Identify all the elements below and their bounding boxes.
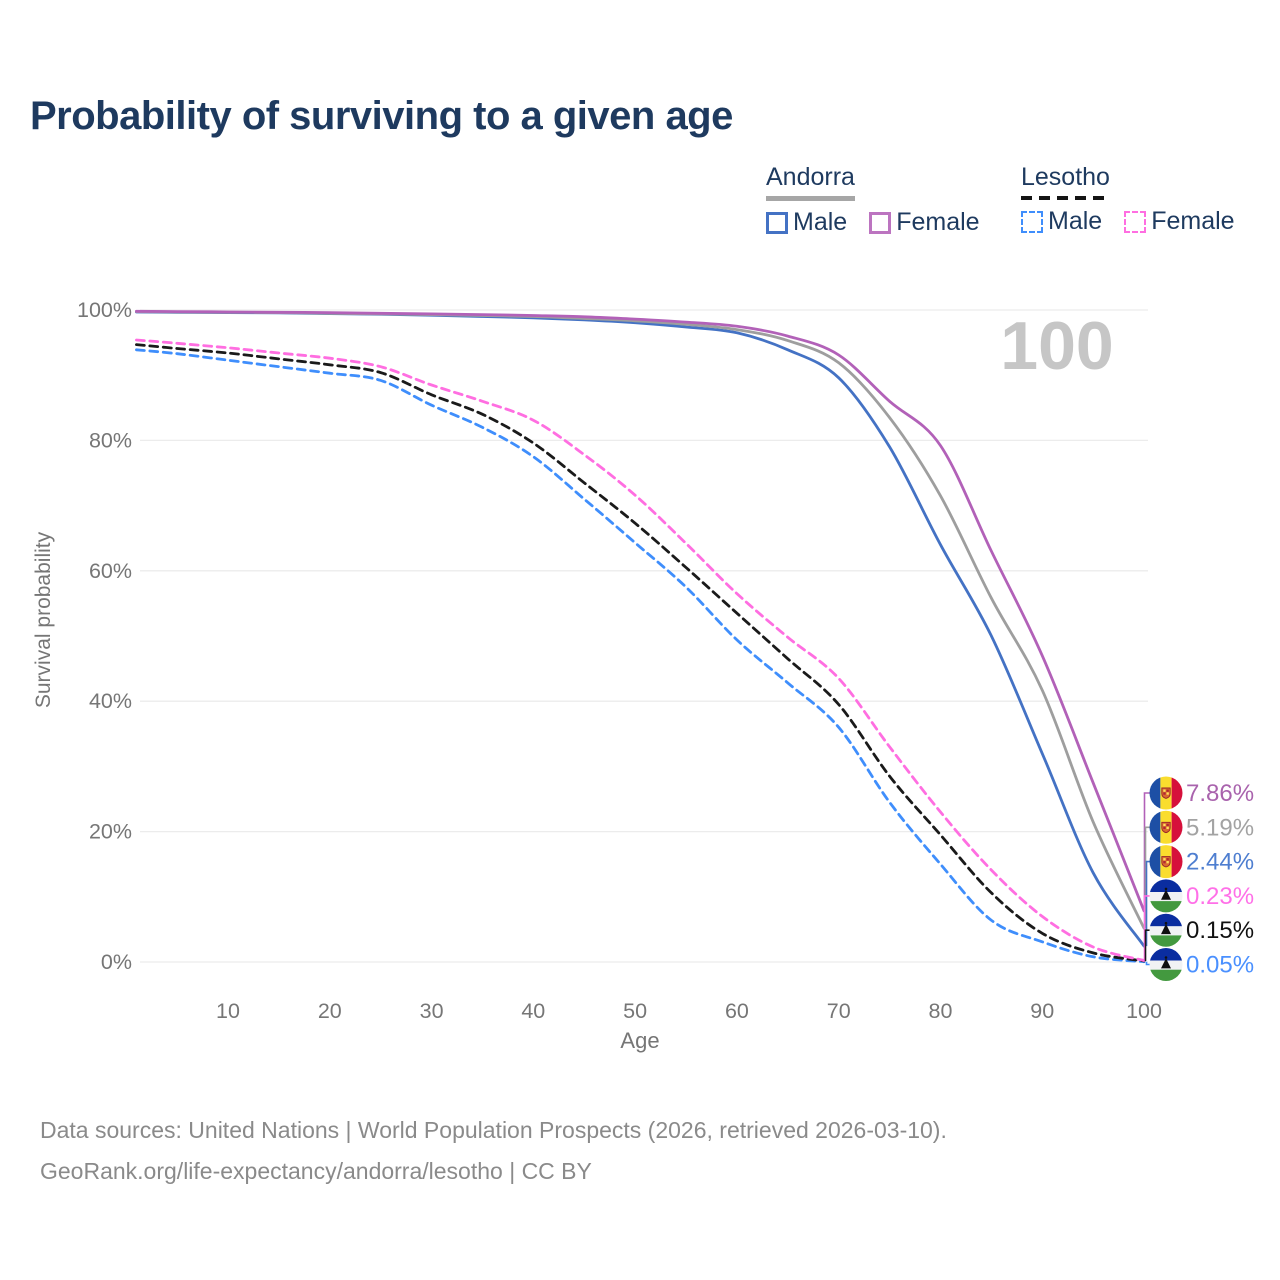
x-tick-label-30: 30 (420, 999, 444, 1023)
andorra-flag-icon (1149, 845, 1183, 879)
legend-items-lesotho: Male Female (1021, 207, 1235, 236)
andorra-male-swatch-icon (766, 211, 788, 234)
legend-group-andorra: Andorra Male Female (766, 163, 980, 237)
end-label-lesotho-female: 0.23% (1186, 883, 1254, 910)
footer-data-sources: Data sources: United Nations | World Pop… (40, 1117, 947, 1143)
y-tick-label-60: 60% (89, 559, 132, 583)
x-tick-label-20: 20 (318, 999, 342, 1023)
y-tick-label-40: 40% (89, 689, 132, 713)
x-tick-label-100: 100 (1126, 999, 1162, 1023)
legend-item-label: Female (896, 208, 980, 236)
y-tick-label-20: 20% (89, 820, 132, 844)
andorra-flag-icon (1149, 810, 1183, 844)
curve-lesotho-total (135, 343, 1146, 963)
footer: Data sources: United Nations | World Pop… (40, 1110, 947, 1192)
curve-andorra-male (135, 310, 1146, 948)
end-label-andorra-total: 5.19% (1186, 814, 1254, 841)
legend-item-label: Male (793, 208, 848, 236)
x-axis-title: Age (620, 1028, 660, 1053)
legend-group-lesotho: Lesotho Male Female (1021, 163, 1235, 236)
curve-andorra-total (135, 310, 1146, 930)
x-tick-label-40: 40 (521, 999, 545, 1023)
legend-group-title-lesotho: Lesotho (1021, 163, 1110, 200)
x-tick-label-50: 50 (623, 999, 647, 1023)
curve-lesotho-female (135, 338, 1146, 962)
lesotho-flag-icon (1149, 948, 1183, 981)
y-tick-label-100: 100% (77, 298, 132, 322)
end-label-lesotho-total: 0.15% (1186, 917, 1254, 944)
end-label-andorra-female: 7.86% (1186, 780, 1254, 807)
legend-item-label: Male (1048, 207, 1103, 235)
andorra-flag-icon (1149, 776, 1183, 810)
legend-items-andorra: Male Female (766, 208, 980, 237)
x-tick-label-80: 80 (929, 999, 953, 1023)
legend-item-lesotho-female: Female (1124, 207, 1235, 236)
x-tick-label-90: 90 (1030, 999, 1054, 1023)
y-tick-label-80: 80% (89, 428, 132, 452)
legend-item-lesotho-male: Male (1021, 207, 1102, 236)
legend: Andorra Male Female Lesotho Male (0, 163, 1280, 243)
legend-item-andorra-female: Female (869, 208, 980, 237)
x-tick-label-70: 70 (827, 999, 851, 1023)
lesotho-flag-icon (1149, 913, 1183, 947)
lesotho-flag-icon (1149, 879, 1183, 913)
curve-andorra-female (135, 309, 1146, 913)
lesotho-male-swatch-icon (1021, 210, 1043, 233)
page-title: Probability of surviving to a given age (30, 94, 733, 138)
x-tick-label-60: 60 (725, 999, 749, 1023)
age-annotation: 100 (1000, 308, 1113, 384)
legend-group-title-andorra: Andorra (766, 163, 855, 201)
curve-lesotho-male (135, 348, 1146, 964)
footer-attribution: GeoRank.org/life-expectancy/andorra/leso… (40, 1158, 592, 1184)
legend-item-andorra-male: Male (766, 208, 847, 237)
x-tick-label-10: 10 (216, 999, 240, 1023)
end-label-lesotho-male: 0.05% (1186, 952, 1254, 979)
legend-item-label: Female (1151, 207, 1235, 235)
lesotho-female-swatch-icon (1124, 210, 1147, 233)
andorra-female-swatch-icon (869, 211, 892, 234)
end-label-andorra-male: 2.44% (1186, 849, 1254, 876)
y-tick-label-0: 0% (101, 950, 132, 974)
